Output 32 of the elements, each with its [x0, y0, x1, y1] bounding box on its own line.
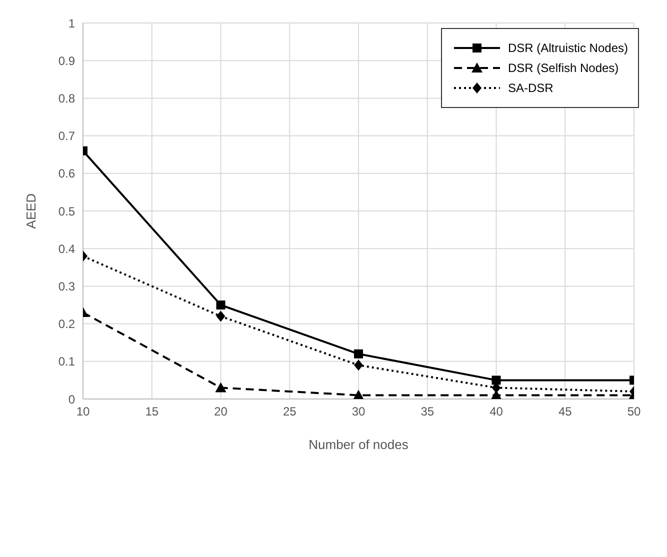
- y-axis-title: AEED: [24, 193, 39, 229]
- x-tick-label: 15: [145, 404, 159, 419]
- y-tick-label: 0.3: [58, 279, 76, 294]
- x-tick-label: 35: [420, 404, 434, 419]
- point: [215, 382, 226, 392]
- point: [216, 300, 226, 310]
- y-tick-label: 0.1: [58, 354, 76, 369]
- legend-label: DSR (Selfish Nodes): [508, 61, 619, 75]
- y-tick-label: 1: [68, 16, 76, 30]
- x-tick-label: 40: [490, 404, 504, 419]
- x-tick-label: 30: [352, 404, 366, 419]
- y-tick-label: 0.6: [58, 166, 76, 181]
- y-tick-label: 0.9: [58, 54, 76, 68]
- x-tick-label: 10: [76, 404, 90, 419]
- x-axis-title: Number of nodes: [308, 437, 409, 452]
- point: [354, 349, 363, 358]
- y-tick-label: 0.2: [58, 317, 76, 332]
- y-tick-label: 0.4: [58, 242, 76, 256]
- y-tick-label: 0.8: [58, 91, 76, 106]
- y-tick-label: 0.7: [58, 129, 76, 144]
- legend-label: SA-DSR: [508, 81, 554, 95]
- point: [354, 360, 363, 371]
- point: [492, 376, 501, 385]
- point: [353, 390, 364, 399]
- x-tick-label: 45: [558, 404, 572, 419]
- legend-label: DSR (Altruistic Nodes): [508, 41, 628, 55]
- y-tick-label: 0.5: [58, 204, 76, 218]
- point: [216, 310, 226, 322]
- x-tick-label: 20: [214, 404, 228, 419]
- x-tick-label: 50: [627, 404, 641, 419]
- y-tick-label: 0: [68, 392, 76, 406]
- x-tick-label: 25: [282, 404, 297, 419]
